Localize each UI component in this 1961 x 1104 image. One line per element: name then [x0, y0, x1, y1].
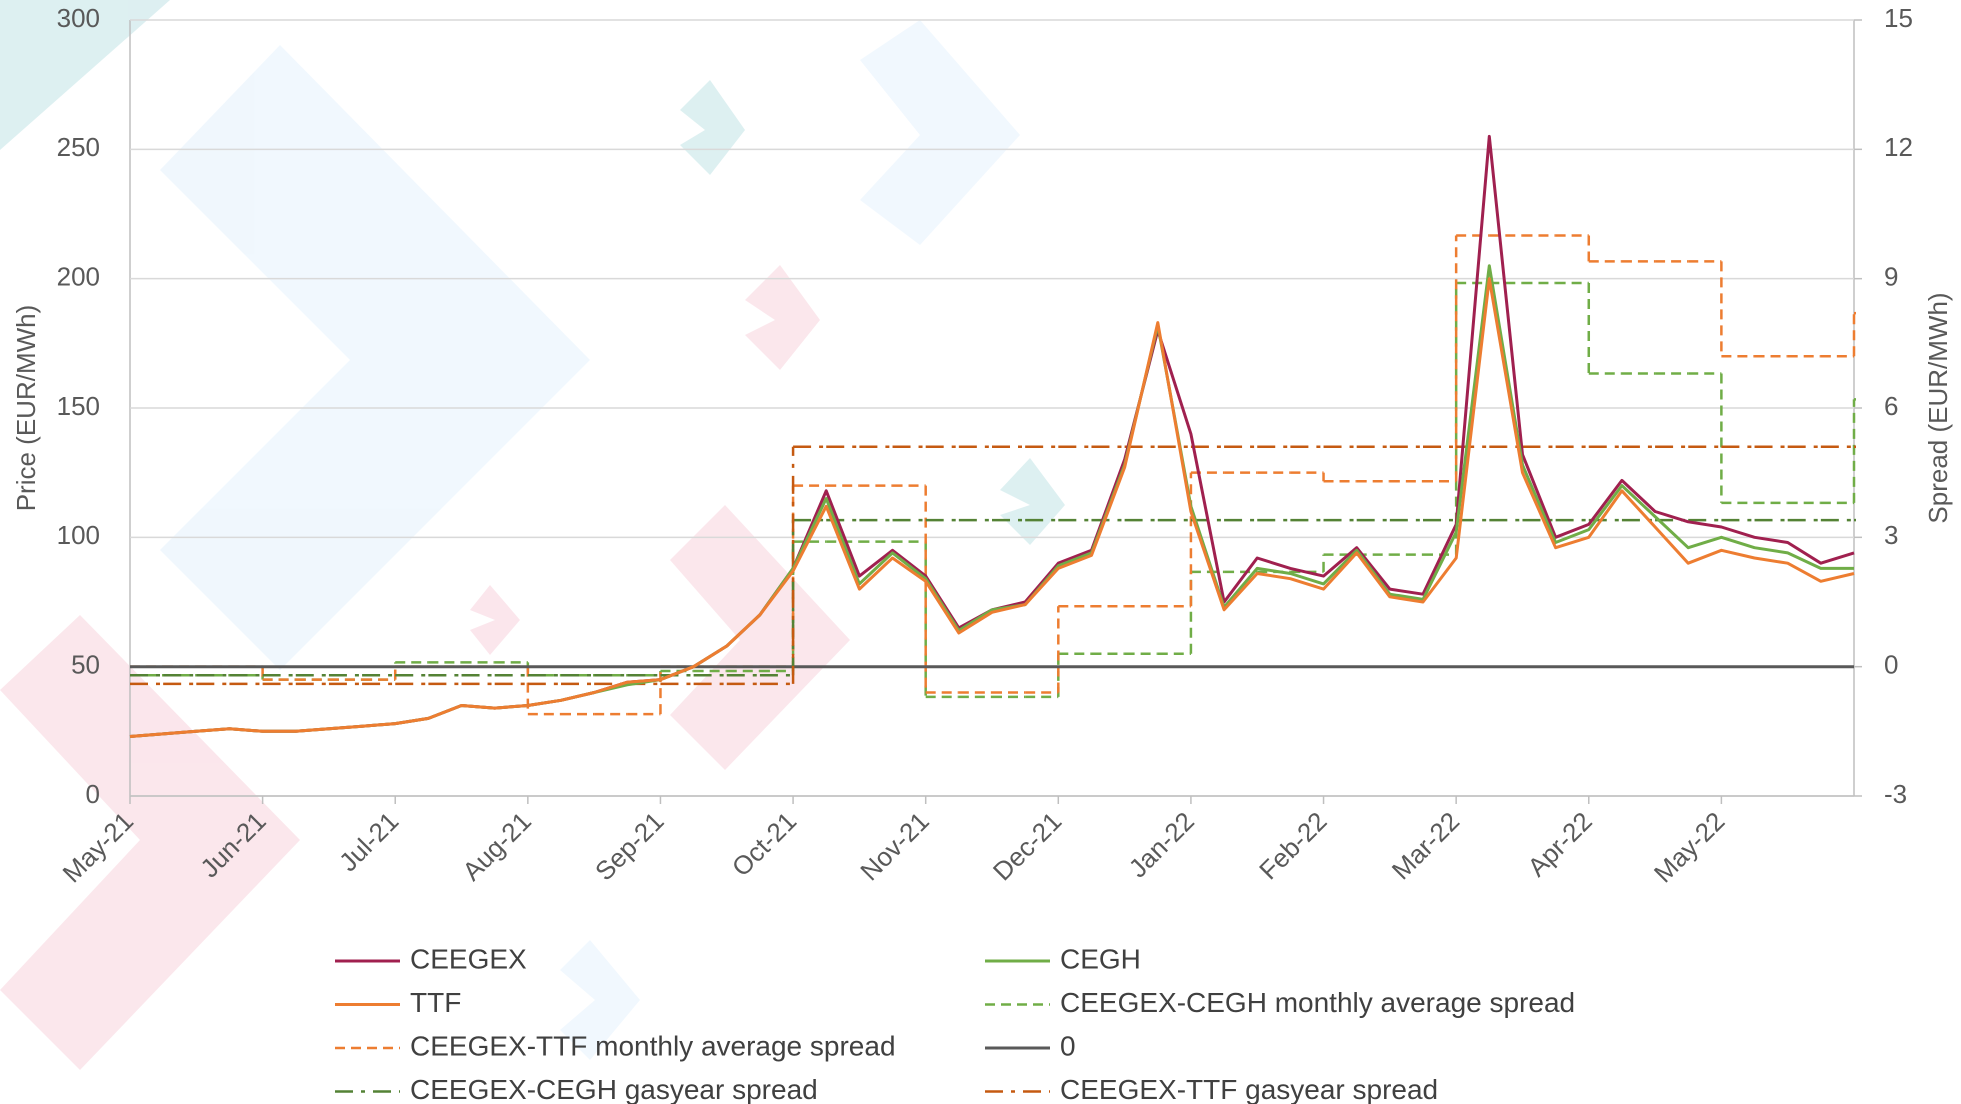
x-tick-label: May-22 — [1648, 806, 1731, 889]
x-tick-label: Dec-21 — [987, 806, 1067, 886]
legend-label: CEEGEX-TTF monthly average spread — [410, 1030, 896, 1061]
y2-tick-label: 3 — [1884, 520, 1898, 550]
x-tick-label: Oct-21 — [726, 806, 802, 882]
y-tick-label: 250 — [57, 132, 100, 162]
x-tick-label: Jul-21 — [333, 806, 404, 877]
x-tick-label: Nov-21 — [854, 806, 934, 886]
y-tick-label: 300 — [57, 3, 100, 33]
y2-tick-label: 9 — [1884, 262, 1898, 292]
background-decoration — [0, 0, 1065, 1070]
y2-axis-title: Spread (EUR/MWh) — [1923, 292, 1953, 523]
x-tick-label: Sep-21 — [589, 806, 669, 886]
legend-label: CEEGEX-TTF gasyear spread — [1060, 1074, 1438, 1104]
y2-tick-label: 15 — [1884, 3, 1913, 33]
legend-label: TTF — [410, 987, 461, 1018]
y-tick-label: 200 — [57, 262, 100, 292]
legend-label: CEEGEX-CEGH monthly average spread — [1060, 987, 1575, 1018]
x-tick-label: Feb-22 — [1253, 806, 1332, 885]
x-tick-label: Aug-21 — [456, 806, 536, 886]
y2-tick-label: 6 — [1884, 391, 1898, 421]
y2-tick-label: 12 — [1884, 132, 1913, 162]
y2-tick-label: -3 — [1884, 779, 1907, 809]
legend-label: CEEGEX-CEGH gasyear spread — [410, 1074, 818, 1104]
y2-tick-label: 0 — [1884, 650, 1898, 680]
x-tick-label: Apr-22 — [1521, 806, 1597, 882]
y-tick-label: 50 — [71, 650, 100, 680]
legend-label: CEGH — [1060, 943, 1141, 974]
y-axis-title: Price (EUR/MWh) — [11, 305, 41, 512]
x-tick-label: Jan-22 — [1123, 806, 1200, 883]
legend-label: CEEGEX — [410, 943, 527, 974]
legend-label: 0 — [1060, 1030, 1076, 1061]
series-line — [129, 277, 1855, 738]
y-tick-label: 100 — [57, 520, 100, 550]
x-tick-label: Mar-22 — [1386, 806, 1465, 885]
legend: CEEGEX CEGH TTF CEEGEX-CEGH monthly average… — [335, 943, 1575, 1104]
y-tick-label: 150 — [57, 391, 100, 421]
y-tick-label: 0 — [86, 779, 100, 809]
